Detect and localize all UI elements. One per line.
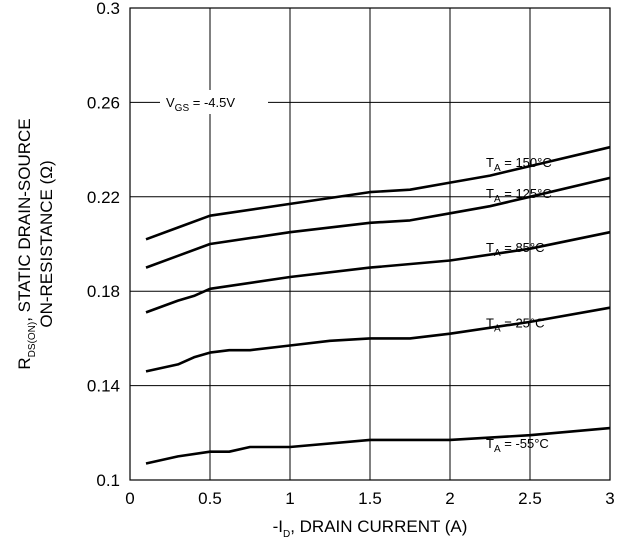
- series-label-3: TA = 25°C: [486, 316, 545, 335]
- series-label-sub: A: [494, 248, 501, 259]
- series-label-0: TA = 150°C: [486, 155, 552, 174]
- series-line-1: [145, 176, 611, 269]
- series-lines: [145, 145, 611, 465]
- series-label-rest: = 125°C: [501, 186, 552, 201]
- y-axis-label-line2: ON-RESISTANCE (Ω): [37, 160, 56, 327]
- series-label-rest: = 85°C: [501, 240, 545, 255]
- x-tick-label: 3: [605, 489, 614, 508]
- series-label-rest: = -55°C: [501, 436, 549, 451]
- grid-lines: [130, 8, 610, 480]
- y-tick-label: 0.3: [96, 0, 120, 18]
- series-label-sub: A: [494, 194, 501, 205]
- y-tick-labels: 0.1 0.14 0.18 0.22 0.26 0.3: [87, 0, 120, 490]
- condition-label: VGS = -4.5V: [166, 95, 235, 114]
- condition-sub: GS: [175, 103, 190, 114]
- series-label-rest: = 25°C: [501, 316, 545, 331]
- x-axis-label: -ID, DRAIN CURRENT (A): [273, 517, 468, 540]
- series-line-4: [145, 426, 611, 465]
- condition-background: [160, 90, 268, 114]
- x-tick-label: 1.5: [358, 489, 382, 508]
- series-label-sub: A: [494, 324, 501, 335]
- series-label-main: T: [486, 186, 494, 201]
- series-label-main: T: [486, 240, 494, 255]
- y-axis-label-sub: DS(ON): [27, 322, 38, 358]
- x-tick-labels: 0 0.5 1 1.5 2 2.5 3: [125, 489, 614, 508]
- series-label-main: T: [486, 155, 494, 170]
- x-tick-label: 2.5: [518, 489, 542, 508]
- series-label-1: TA = 125°C: [486, 186, 552, 205]
- y-tick-label: 0.26: [87, 93, 120, 112]
- y-tick-label: 0.1: [96, 471, 120, 490]
- condition-rest: = -4.5V: [189, 95, 235, 110]
- y-tick-label: 0.18: [87, 282, 120, 301]
- condition-main: V: [166, 95, 175, 110]
- x-tick-label: 0: [125, 489, 134, 508]
- series-label-sub: A: [494, 163, 501, 174]
- x-axis-label-sub: D: [283, 529, 290, 540]
- y-tick-label: 0.14: [87, 377, 120, 396]
- series-label-2: TA = 85°C: [486, 240, 545, 259]
- series-label-sub: A: [494, 444, 501, 455]
- series-label-main: T: [486, 436, 494, 451]
- plot-frame: [129, 7, 611, 481]
- series-label-rest: = 150°C: [501, 155, 552, 170]
- x-tick-label: 0.5: [198, 489, 222, 508]
- x-tick-label: 2: [445, 489, 454, 508]
- x-tick-label: 1: [285, 489, 294, 508]
- series-line-3: [145, 306, 611, 373]
- x-axis-label-rest: , DRAIN CURRENT (A): [290, 517, 467, 536]
- y-axis-label: RDS(ON), STATIC DRAIN-SOURCE ON-RESISTAN…: [15, 118, 56, 369]
- series-line-2: [145, 230, 611, 314]
- y-axis-label-rest: , STATIC DRAIN-SOURCE: [15, 118, 34, 321]
- series-label-4: TA = -55°C: [486, 436, 549, 455]
- series-labels: TA = 150°CTA = 125°CTA = 85°CTA = 25°CTA…: [486, 155, 552, 455]
- y-axis-label-main: R: [15, 357, 34, 369]
- vgs-condition: VGS = -4.5V: [160, 90, 268, 114]
- x-axis-label-main: -I: [273, 517, 283, 536]
- y-tick-label: 0.22: [87, 188, 120, 207]
- y-axis-label-line1: RDS(ON), STATIC DRAIN-SOURCE: [15, 118, 38, 369]
- series-line-0: [145, 145, 611, 241]
- series-label-main: T: [486, 316, 494, 331]
